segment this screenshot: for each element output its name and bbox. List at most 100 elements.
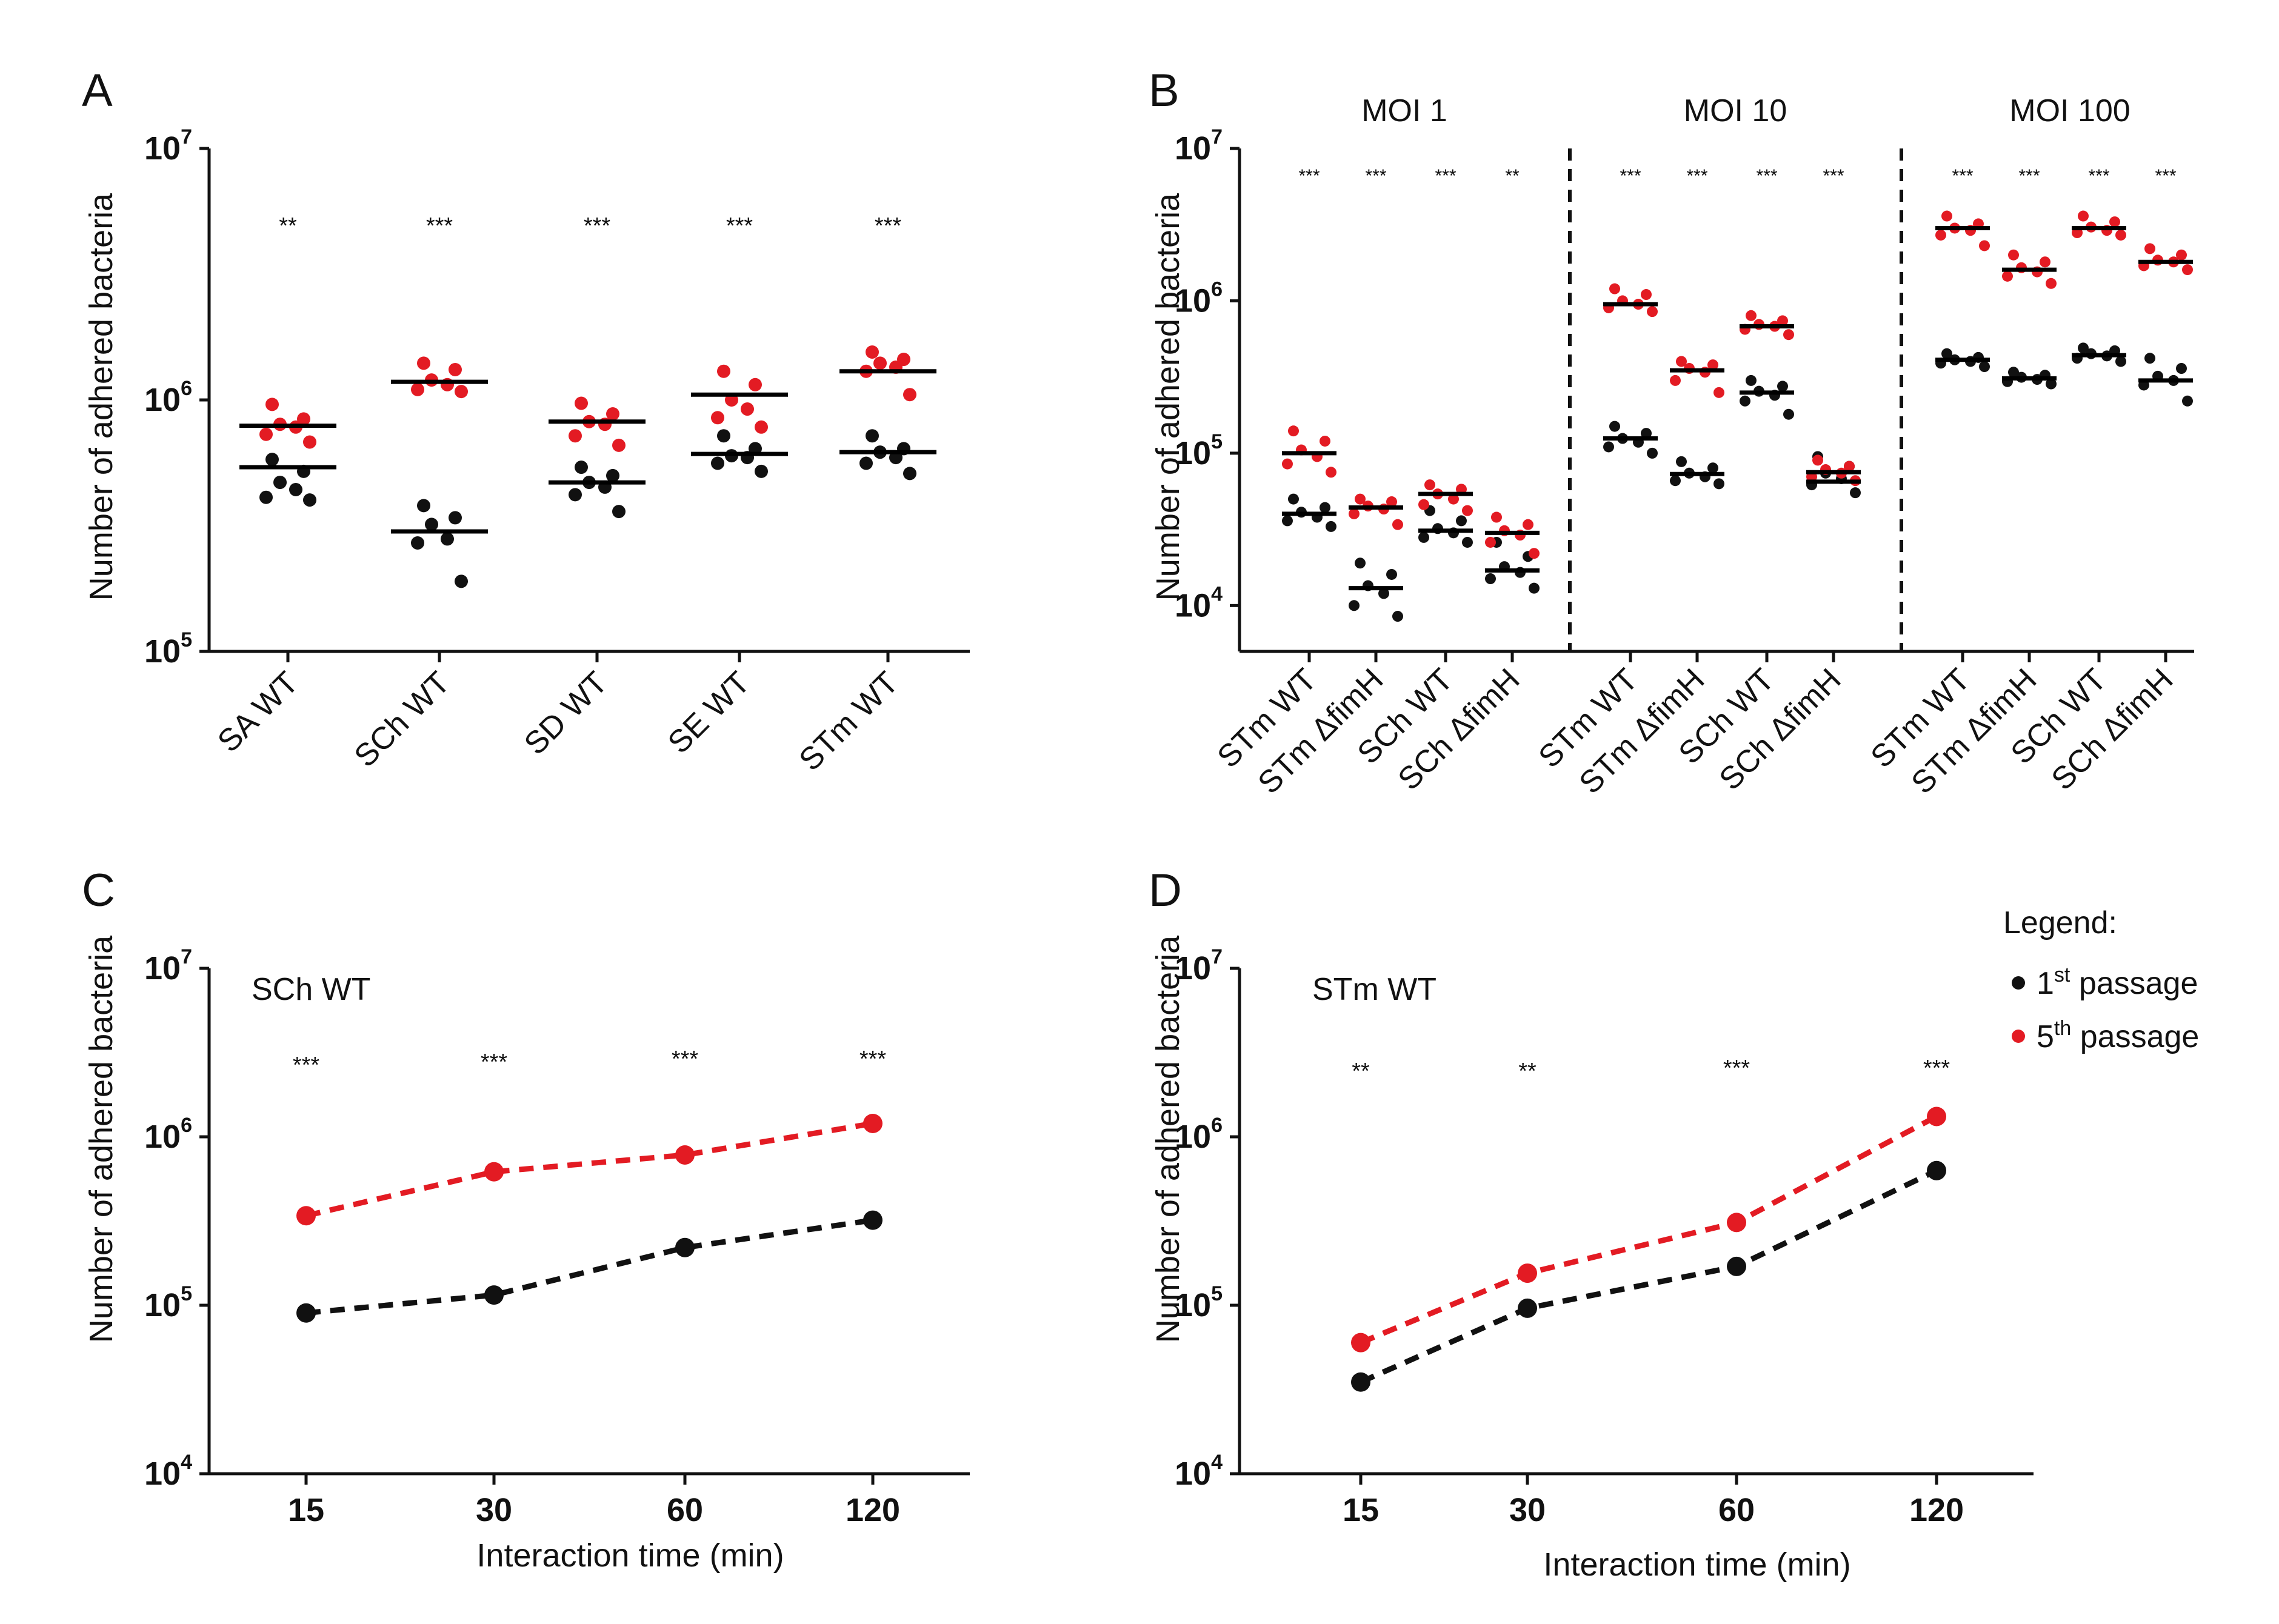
data-point [717,429,730,443]
x-tick-label: 120 [846,1492,900,1528]
subplot-title: STm WT [1312,972,1436,1007]
data-point [1707,359,1718,371]
x-tick-label: 120 [1909,1492,1964,1528]
data-point [1670,374,1681,386]
data-point [449,511,462,525]
y-tick-label: 106 [144,1114,192,1155]
data-point [303,493,316,507]
data-point [1349,600,1360,611]
data-point [873,356,887,370]
significance-label: *** [1823,166,1844,186]
data-point [569,429,582,443]
data-point [717,364,730,378]
data-point [1326,521,1336,532]
y-tick-label: 104 [1175,582,1223,624]
x-tick-label: 15 [288,1492,324,1528]
data-point [612,505,626,519]
significance-label: *** [2018,166,2040,186]
significance-label: *** [293,1053,320,1078]
data-point [411,382,424,396]
data-point [1320,502,1330,513]
data-point [1424,479,1435,491]
data-point [1783,408,1794,420]
data-point [1641,289,1652,301]
group-label: MOI 10 [1684,93,1787,128]
significance-label: *** [481,1050,508,1075]
data-point [2115,229,2126,241]
data-point [2176,249,2187,261]
data-point [1351,1372,1370,1392]
y-tick-label: 104 [144,1451,192,1492]
y-tick-label: 105 [1175,430,1223,471]
data-point [1392,611,1403,622]
data-point [1979,361,1990,373]
data-point [1288,493,1299,505]
data-point [1518,1263,1537,1283]
data-point [1326,467,1336,478]
data-point [1740,395,1750,407]
legend-title: Legend: [2003,905,2117,940]
data-point [1812,454,1823,466]
data-point [1386,496,1397,508]
data-point [2040,256,2050,268]
data-point [1485,573,1496,585]
data-point [1378,588,1389,599]
data-point [1676,356,1687,367]
legend-marker-1st-passage [2012,976,2025,990]
data-point [1609,421,1620,432]
data-point [2046,278,2057,289]
data-point [265,398,279,411]
data-point [2046,378,2057,390]
data-point [1844,461,1855,472]
legend: Legend: 1st passage 5th passage [2003,905,2199,1054]
panel-letter-c: C [82,865,115,916]
x-tick-label: 15 [1343,1492,1379,1528]
data-point [575,461,588,474]
group-label: MOI 1 [1361,93,1447,128]
data-point [675,1237,695,1257]
y-tick-label: 105 [144,1282,192,1323]
data-point [1355,557,1366,569]
data-point [863,1210,883,1230]
data-point [455,385,468,399]
data-point [1392,519,1403,530]
data-point [1941,210,1952,222]
data-point [1491,511,1502,523]
data-point [2002,270,2013,282]
panel-letter-b: B [1149,65,1180,116]
legend-label-5th-passage: 5th passage [2037,1017,2199,1054]
data-point [569,488,582,502]
panel-letter-a: A [82,65,113,116]
significance-label: *** [1686,166,1707,186]
data-point [2008,367,2019,378]
data-point [289,482,302,496]
data-point [484,1162,504,1182]
significance-label: ** [279,213,297,239]
significance-label: ** [1352,1059,1370,1084]
data-point [1727,1256,1746,1276]
data-point [425,517,438,531]
data-point [1349,508,1360,519]
y-axis-title: Number of adhered bacteria [83,935,119,1343]
data-point [417,356,430,370]
data-point [1713,387,1724,398]
significance-label: ** [1518,1059,1537,1084]
data-point [1462,536,1473,548]
data-point [1777,315,1788,327]
data-point [1523,519,1533,530]
data-point [903,388,916,402]
data-point [606,407,619,421]
panel-letter-d: D [1149,865,1182,916]
data-point [2182,264,2193,276]
data-point [755,464,768,478]
data-point [1941,348,1952,359]
data-point [1935,229,1946,241]
data-point [1456,515,1467,527]
y-tick-label: 106 [1175,1114,1223,1155]
data-point [755,420,768,434]
data-point [606,468,619,482]
data-point [2182,395,2193,407]
data-point [711,411,724,425]
y-tick-label: 107 [144,125,192,167]
data-point [484,1285,504,1305]
